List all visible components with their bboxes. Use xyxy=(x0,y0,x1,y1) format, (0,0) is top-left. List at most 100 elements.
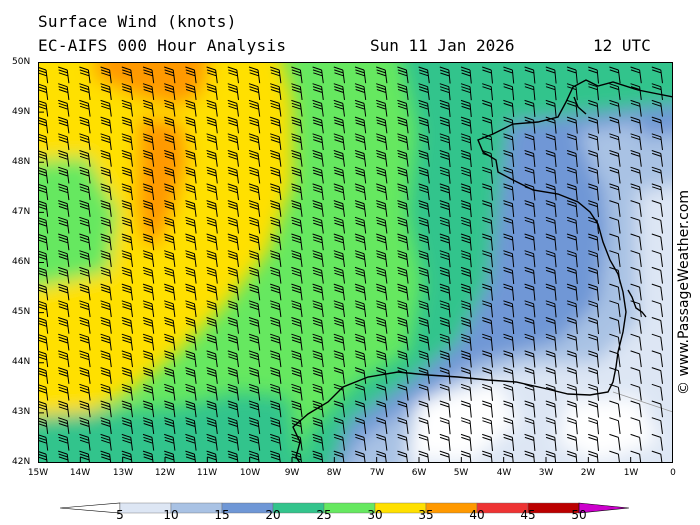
wind-barb xyxy=(482,283,493,301)
wind-barb xyxy=(291,333,303,351)
wind-barb xyxy=(418,133,430,151)
wind-barb xyxy=(482,150,493,168)
wind-barb xyxy=(312,367,324,384)
lat-label: 45N xyxy=(12,307,31,317)
wind-barb xyxy=(142,200,155,217)
wind-barb xyxy=(545,99,557,117)
wind-barb xyxy=(227,333,239,351)
wind-barb xyxy=(503,367,515,385)
lon-label: 15W xyxy=(27,468,49,478)
credit-watermark: © www.PassageWeather.com xyxy=(676,189,692,395)
wind-barb xyxy=(227,183,239,201)
wind-barb xyxy=(376,333,388,351)
wind-barb xyxy=(524,183,536,201)
wind-barb xyxy=(248,166,261,184)
wind-barb xyxy=(291,417,303,434)
wind-barb xyxy=(291,66,303,84)
wind-barb xyxy=(38,450,48,463)
wind-barb xyxy=(185,250,197,267)
wind-barb xyxy=(460,116,472,134)
wind-barb xyxy=(418,400,430,418)
wind-barb xyxy=(291,283,303,301)
wind-barb xyxy=(291,367,303,384)
wind-barb xyxy=(270,400,282,418)
wind-barb xyxy=(524,166,536,184)
wind-barb xyxy=(503,450,514,463)
wind-barb xyxy=(58,200,70,217)
wind-barb xyxy=(566,266,578,284)
wind-barb xyxy=(651,216,663,234)
wind-barb xyxy=(376,200,388,217)
wind-barb xyxy=(121,150,133,167)
wind-barb xyxy=(460,433,472,451)
wind-barb xyxy=(206,400,218,418)
wind-barb xyxy=(185,433,197,451)
wind-barb xyxy=(248,133,261,151)
wind-barb xyxy=(588,367,599,385)
wind-barb xyxy=(439,383,451,401)
wind-barb xyxy=(164,400,176,418)
wind-barb xyxy=(185,216,197,234)
wind-barb xyxy=(482,83,493,101)
wind-barb xyxy=(397,317,409,334)
wind-barb xyxy=(248,233,261,251)
wind-barb xyxy=(38,233,49,251)
wind-barb xyxy=(248,450,260,463)
wind-barb xyxy=(354,166,367,184)
wind-barb xyxy=(291,133,303,151)
wind-barb xyxy=(291,450,303,463)
wind-barb xyxy=(248,283,261,301)
wind-barb xyxy=(333,266,345,284)
wind-barb xyxy=(100,450,112,463)
wind-barb xyxy=(248,66,261,84)
wind-barb xyxy=(164,66,176,84)
wind-barb xyxy=(164,133,176,151)
wind-barb xyxy=(164,183,176,201)
wind-barb xyxy=(206,233,218,251)
wind-barb xyxy=(100,350,112,368)
wind-barb xyxy=(418,66,430,84)
wind-barb xyxy=(206,183,218,201)
wind-barb xyxy=(397,383,409,401)
wind-barb xyxy=(248,150,261,167)
wind-barb xyxy=(545,83,557,101)
wind-barb xyxy=(142,283,155,301)
wind-barb xyxy=(312,450,324,463)
wind-barb xyxy=(206,216,218,234)
wind-barb xyxy=(630,333,642,351)
wind-barb xyxy=(206,283,218,301)
lon-label: 5W xyxy=(453,468,469,478)
wind-barb xyxy=(100,417,112,434)
wind-barb xyxy=(354,216,367,234)
wind-barb xyxy=(38,283,49,301)
wind-barb xyxy=(100,183,112,201)
wind-barb xyxy=(121,183,133,201)
wind-barb xyxy=(524,216,536,234)
wind-barb xyxy=(312,383,324,401)
wind-barb xyxy=(418,216,430,234)
wind-barb xyxy=(333,317,345,334)
wind-barb xyxy=(354,433,367,451)
wind-barb xyxy=(397,300,409,318)
legend-swatch xyxy=(60,502,121,514)
wind-barb xyxy=(439,317,451,335)
wind-barb xyxy=(460,183,472,201)
wind-barb xyxy=(460,200,472,218)
wind-barb xyxy=(354,417,367,434)
wind-barb xyxy=(270,417,282,434)
wind-barb xyxy=(609,133,621,151)
wind-barb xyxy=(651,150,663,167)
wind-barb xyxy=(545,250,557,268)
wind-barb xyxy=(354,116,367,134)
wind-barb xyxy=(524,433,536,451)
wind-barb xyxy=(397,367,409,384)
wind-barb xyxy=(270,133,282,151)
wind-barb xyxy=(185,450,197,463)
wind-barb xyxy=(482,166,493,184)
wind-barb xyxy=(38,400,49,418)
wind-barb xyxy=(482,233,493,251)
wind-barb xyxy=(206,266,218,284)
wind-barb xyxy=(503,116,515,134)
wind-barb xyxy=(121,350,133,368)
wind-barb xyxy=(164,99,176,117)
